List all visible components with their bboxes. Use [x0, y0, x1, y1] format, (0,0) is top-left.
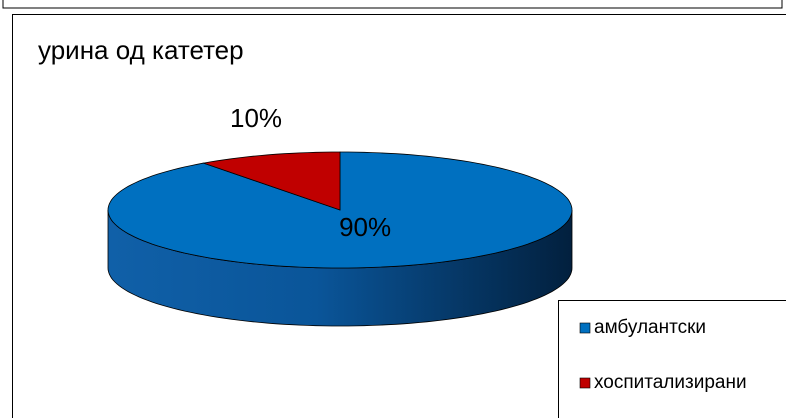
data-label: 90% [339, 212, 391, 242]
legend-swatch [579, 322, 591, 334]
chart-title: урина од катетер [38, 35, 244, 65]
legend [558, 300, 786, 418]
slice [202, 151, 341, 211]
legend-swatch [579, 377, 591, 389]
legend-label: амбулантски [594, 317, 706, 338]
outer-frame [2, 0, 783, 9]
data-label: 10% [230, 103, 282, 133]
legend-label: хоспитализирани [594, 372, 747, 393]
pie: 90% 10% [107, 103, 573, 327]
